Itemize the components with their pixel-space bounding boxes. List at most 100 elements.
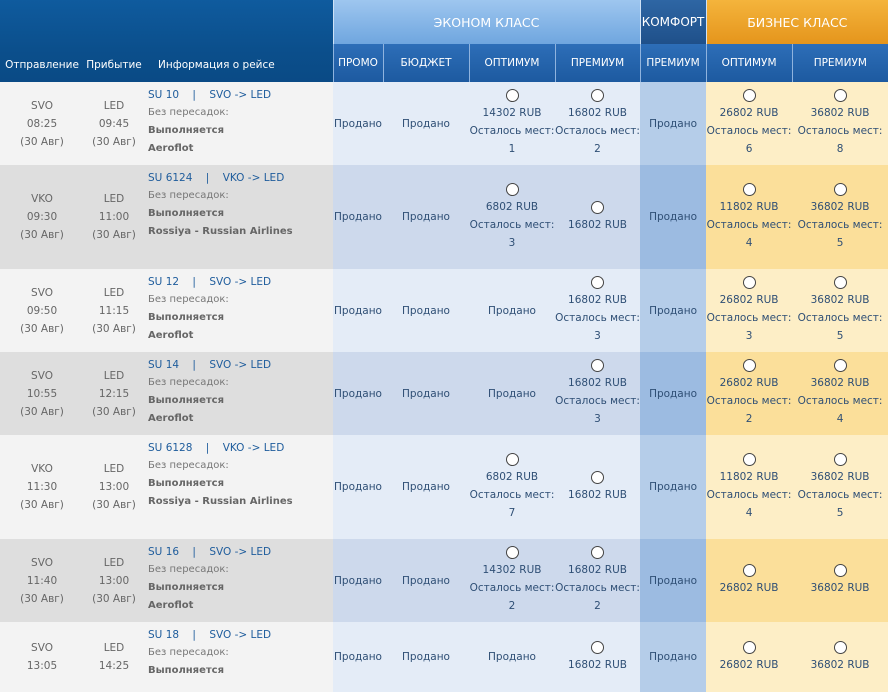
fare-price: 16802 RUB <box>568 218 627 231</box>
fare-price: 6802 RUB <box>485 200 539 213</box>
arrival-date: (30 Авг) <box>92 322 136 335</box>
sold-out-label: Продано <box>402 574 450 587</box>
fare-radio[interactable] <box>833 359 847 372</box>
sold-out-label: Продано <box>649 211 698 223</box>
fare-radio[interactable] <box>833 182 847 196</box>
flight-number-link[interactable]: SU 16 <box>148 546 180 558</box>
fare-cell-business-premium[interactable]: 36802 RUB Осталось мест: 5 <box>792 269 888 352</box>
seats-left-count: 6 <box>745 143 753 155</box>
fare-radio[interactable] <box>591 359 605 372</box>
fare-radio[interactable] <box>591 200 605 214</box>
fare-cell-business-premium[interactable]: 36802 RUB Осталось мест: 5 <box>792 435 888 539</box>
fare-price: 36802 RUB <box>810 377 870 389</box>
fare-cell-economy-premium[interactable]: 16802 RUB <box>555 435 641 539</box>
departure-airport: VKO <box>31 193 53 205</box>
fare-radio[interactable] <box>833 640 847 654</box>
fare-radio[interactable] <box>591 276 605 289</box>
fare-radio[interactable] <box>742 182 756 196</box>
flight-row: SVO 13:05 LED 14:25 SU 18 | SVO -> LED <box>0 622 888 692</box>
fare-cell-economy-optimum[interactable]: 14302 RUB Осталось мест: 2 <box>469 539 555 622</box>
fare-cell-economy-premium[interactable]: 16802 RUB Осталось мест: 3 <box>555 352 641 435</box>
fare-cell-promo: Продано <box>333 269 383 352</box>
fare-cell-business-premium[interactable]: 36802 RUB <box>792 539 888 622</box>
carrier-name: Aeroflot <box>148 330 194 341</box>
route-link[interactable]: SVO -> LED <box>209 359 272 371</box>
fare-cell-comfort-premium: Продано <box>640 539 707 622</box>
arrival-time: 14:25 <box>98 660 130 672</box>
fare-header-economy-premium: ПРЕМИУМ <box>554 44 641 82</box>
departure-cell: SVO 08:25 (30 Авг) <box>0 82 84 165</box>
route-link[interactable]: VKO -> LED <box>222 442 285 454</box>
arrival-date: (30 Авг) <box>92 405 136 418</box>
seats-left-count: 2 <box>508 600 516 612</box>
fare-cell-economy-optimum[interactable]: 6802 RUB Осталось мест: 7 <box>469 435 555 539</box>
route-link[interactable]: VKO -> LED <box>222 172 285 184</box>
fare-radio[interactable] <box>742 276 756 289</box>
flight-number-link[interactable]: SU 6128 <box>148 442 193 454</box>
fare-radio[interactable] <box>742 564 756 577</box>
fare-cell-business-premium[interactable]: 36802 RUB Осталось мест: 5 <box>792 165 888 269</box>
fare-radio[interactable] <box>833 276 847 289</box>
fare-cell-business-optimum[interactable]: 11802 RUB Осталось мест: 4 <box>706 165 793 269</box>
seats-left-count: 8 <box>836 143 844 155</box>
fare-radio[interactable] <box>505 546 519 559</box>
fare-cell-economy-premium[interactable]: 16802 RUB <box>555 165 641 269</box>
fare-cell-economy-optimum[interactable]: 6802 RUB Осталось мест: 3 <box>469 165 555 269</box>
fare-cell-budget: Продано <box>383 269 469 352</box>
fare-radio[interactable] <box>742 452 756 466</box>
carrier-name: Aeroflot <box>148 413 194 424</box>
fare-cell-economy-premium[interactable]: 16802 RUB <box>555 622 641 692</box>
fare-radio[interactable] <box>742 359 756 372</box>
fare-cell-business-optimum[interactable]: 26802 RUB Осталось мест: 3 <box>706 269 793 352</box>
fare-radio[interactable] <box>742 89 756 102</box>
fare-cell-promo: Продано <box>333 539 383 622</box>
fare-radio[interactable] <box>591 546 605 559</box>
route-link[interactable]: SVO -> LED <box>209 89 272 101</box>
flight-number-link[interactable]: SU 10 <box>148 89 180 101</box>
fare-price: 14302 RUB <box>482 564 542 576</box>
flight-status: Выполняется <box>148 665 225 676</box>
fare-cell-business-premium[interactable]: 36802 RUB Осталось мест: 4 <box>792 352 888 435</box>
flight-number-link[interactable]: SU 12 <box>148 276 180 288</box>
fare-header-promo: ПРОМО <box>332 44 383 82</box>
fare-cell-budget: Продано <box>383 82 469 165</box>
arrival-time: 11:00 <box>98 211 130 223</box>
fare-cell-economy-premium[interactable]: 16802 RUB Осталось мест: 3 <box>555 269 641 352</box>
fare-price: 16802 RUB <box>568 658 627 671</box>
fare-radio[interactable] <box>833 452 847 466</box>
fare-radio[interactable] <box>591 89 605 102</box>
fare-radio[interactable] <box>505 182 519 196</box>
fare-radio[interactable] <box>742 640 756 654</box>
flight-row: SVO 09:50 (30 Авг) LED 11:15 (30 Авг) SU… <box>0 269 888 352</box>
fare-header-budget: БЮДЖЕТ <box>382 44 469 82</box>
seats-left-label: Осталось мест: <box>797 488 883 501</box>
fare-cell-business-optimum[interactable]: 26802 RUB Осталось мест: 6 <box>706 82 793 165</box>
fare-cell-economy-premium[interactable]: 16802 RUB Осталось мест: 2 <box>555 539 641 622</box>
flight-number-link[interactable]: SU 18 <box>148 629 180 641</box>
fare-radio[interactable] <box>591 470 605 484</box>
fare-price: 11802 RUB <box>719 470 779 483</box>
fare-cell-business-optimum[interactable]: 11802 RUB Осталось мест: 4 <box>706 435 793 539</box>
fare-cell-business-premium[interactable]: 36802 RUB <box>792 622 888 692</box>
flight-number-link[interactable]: SU 6124 <box>148 172 193 184</box>
fare-cell-business-optimum[interactable]: 26802 RUB Осталось мест: 2 <box>706 352 793 435</box>
fare-radio[interactable] <box>833 89 847 102</box>
fare-cell-business-optimum[interactable]: 26802 RUB <box>706 539 793 622</box>
flight-status: Выполняется <box>148 582 225 593</box>
flight-number-link[interactable]: SU 14 <box>148 359 180 371</box>
fare-radio[interactable] <box>505 452 519 466</box>
fare-cell-business-optimum[interactable]: 26802 RUB <box>706 622 793 692</box>
fare-cell-business-premium[interactable]: 36802 RUB Осталось мест: 8 <box>792 82 888 165</box>
fare-price: 16802 RUB <box>568 107 627 119</box>
seats-left-label: Осталось мест: <box>469 488 555 501</box>
route-link[interactable]: SVO -> LED <box>209 546 272 558</box>
sold-out-label: Продано <box>649 387 698 400</box>
route-link[interactable]: SVO -> LED <box>209 276 272 288</box>
fare-radio[interactable] <box>505 89 519 102</box>
fare-radio[interactable] <box>591 640 605 654</box>
route-link[interactable]: SVO -> LED <box>209 629 272 641</box>
fare-radio[interactable] <box>833 564 847 577</box>
fare-cell-economy-premium[interactable]: 16802 RUB Осталось мест: 2 <box>555 82 641 165</box>
fare-cell-economy-optimum[interactable]: 14302 RUB Осталось мест: 1 <box>469 82 555 165</box>
fare-price: 36802 RUB <box>810 658 870 671</box>
